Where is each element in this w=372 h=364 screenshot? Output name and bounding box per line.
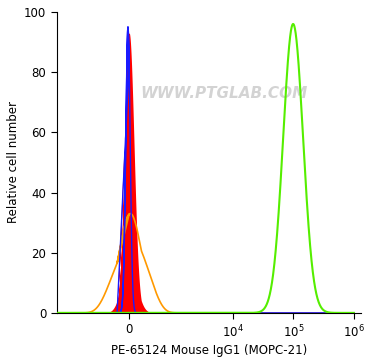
Y-axis label: Relative cell number: Relative cell number [7,102,20,223]
Text: WWW.PTGLAB.COM: WWW.PTGLAB.COM [140,86,308,101]
X-axis label: PE-65124 Mouse IgG1 (MOPC-21): PE-65124 Mouse IgG1 (MOPC-21) [110,344,307,357]
